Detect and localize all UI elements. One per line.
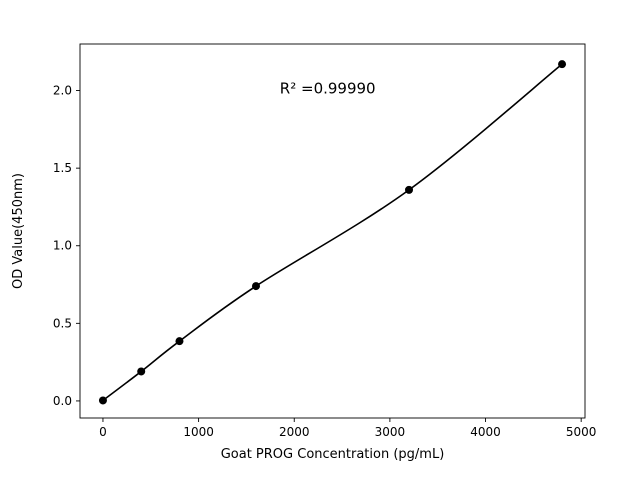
y-tick-label: 1.0	[53, 239, 72, 253]
x-tick-label: 3000	[375, 425, 406, 439]
data-point	[558, 60, 567, 69]
data-point	[98, 396, 107, 405]
r-squared-annotation: R² =0.99990	[280, 80, 376, 98]
x-axis-label: Goat PROG Concentration (pg/mL)	[221, 447, 445, 462]
data-point	[175, 337, 184, 346]
x-tick-label: 0	[99, 425, 107, 439]
y-tick-label: 0.0	[53, 394, 72, 408]
data-point	[251, 282, 260, 291]
data-point	[137, 367, 146, 376]
y-tick-label: 0.5	[53, 316, 72, 330]
plot-area: 0 1000 2000 3000 4000 5000 0.0 0.5 1.0 1.5 2.0	[53, 43, 597, 439]
x-tick-label: 1000	[183, 425, 214, 439]
y-axis-label: OD Value(450nm)	[11, 173, 26, 289]
x-tick-label: 2000	[279, 425, 310, 439]
y-tick-label: 2.0	[53, 84, 72, 98]
x-tick-label: 4000	[470, 425, 501, 439]
y-tick-label: 1.5	[53, 161, 72, 175]
axes-frame	[79, 43, 586, 419]
data-point	[405, 185, 414, 194]
x-tick-label: 5000	[566, 425, 597, 439]
fit-line	[102, 63, 563, 402]
